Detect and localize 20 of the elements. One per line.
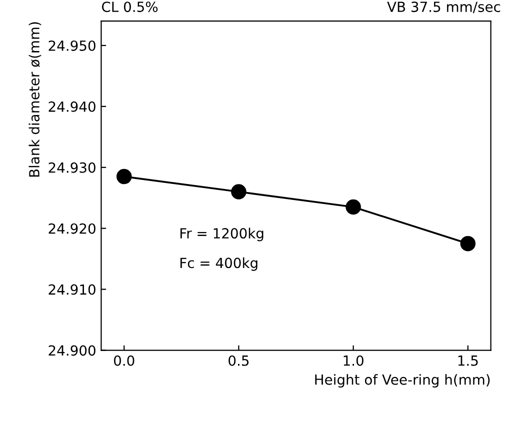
point xyxy=(231,184,246,200)
point xyxy=(346,199,361,215)
point xyxy=(116,168,132,184)
y-tick-label: 24.920 xyxy=(48,223,96,234)
y-tick-label: 24.940 xyxy=(48,101,96,112)
point xyxy=(460,236,476,252)
x-tick-label: 0.0 xyxy=(114,355,134,366)
x-tick-label: 0.5 xyxy=(228,355,249,366)
y-tick-label: 24.900 xyxy=(48,345,96,356)
text: VB 37.5 mm/sec xyxy=(387,2,500,14)
x-tick-label: 1.5 xyxy=(458,356,478,366)
y-tick-label: 24.950 xyxy=(48,40,96,51)
y-axis-title: Blank diameter ø(mm) xyxy=(28,22,42,177)
y-tick-label: 24.910 xyxy=(48,284,96,295)
x-tick-label: 1.0 xyxy=(344,355,364,366)
text: CL 0.5% xyxy=(102,2,158,12)
x-axis-title: Height of Vee-ring h(mm) xyxy=(315,374,490,388)
y-tick-label: 24.930 xyxy=(48,162,96,173)
annotation: Fc = 400kg xyxy=(180,257,258,271)
annotation: Fr = 1200kg xyxy=(180,228,264,242)
